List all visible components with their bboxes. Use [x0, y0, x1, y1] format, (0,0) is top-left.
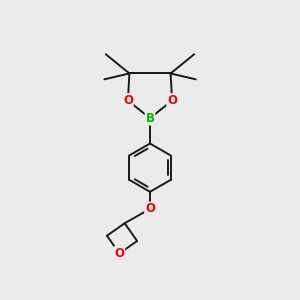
Text: B: B: [146, 112, 154, 125]
Text: O: O: [167, 94, 177, 107]
Text: O: O: [114, 247, 124, 260]
Text: O: O: [123, 94, 133, 107]
Text: O: O: [145, 202, 155, 215]
